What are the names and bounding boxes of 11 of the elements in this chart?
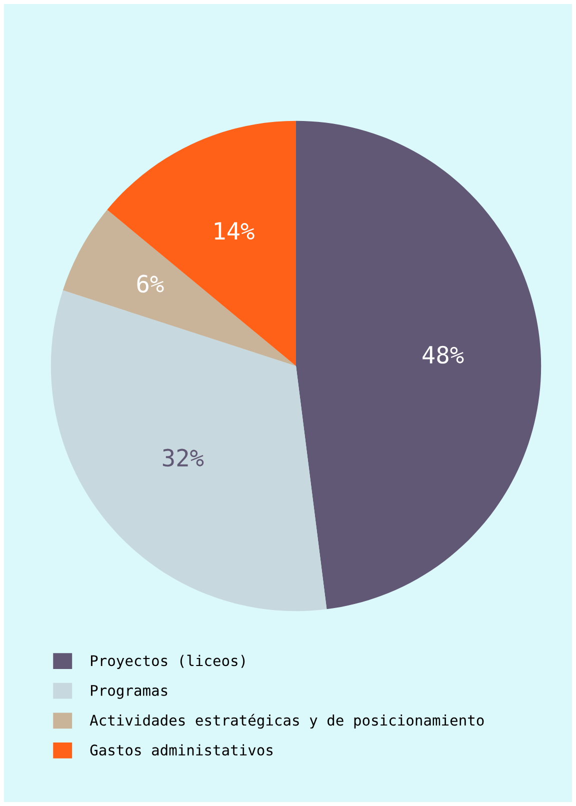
data-label: 6% [137,274,164,293]
pie-slice [62,210,296,366]
data-label: 32% [162,448,204,467]
legend-label: Gastos administativos [90,744,273,756]
data-label: 48% [422,346,464,364]
legend-label: Proyectos (liceos) [90,654,245,669]
pie-slice [296,120,542,610]
legend-label: Actividades estratégicas y de posicionamiento [90,714,484,729]
pie-slice [107,120,296,366]
legend-label: Programas [90,685,168,699]
data-label: 14% [214,222,254,240]
